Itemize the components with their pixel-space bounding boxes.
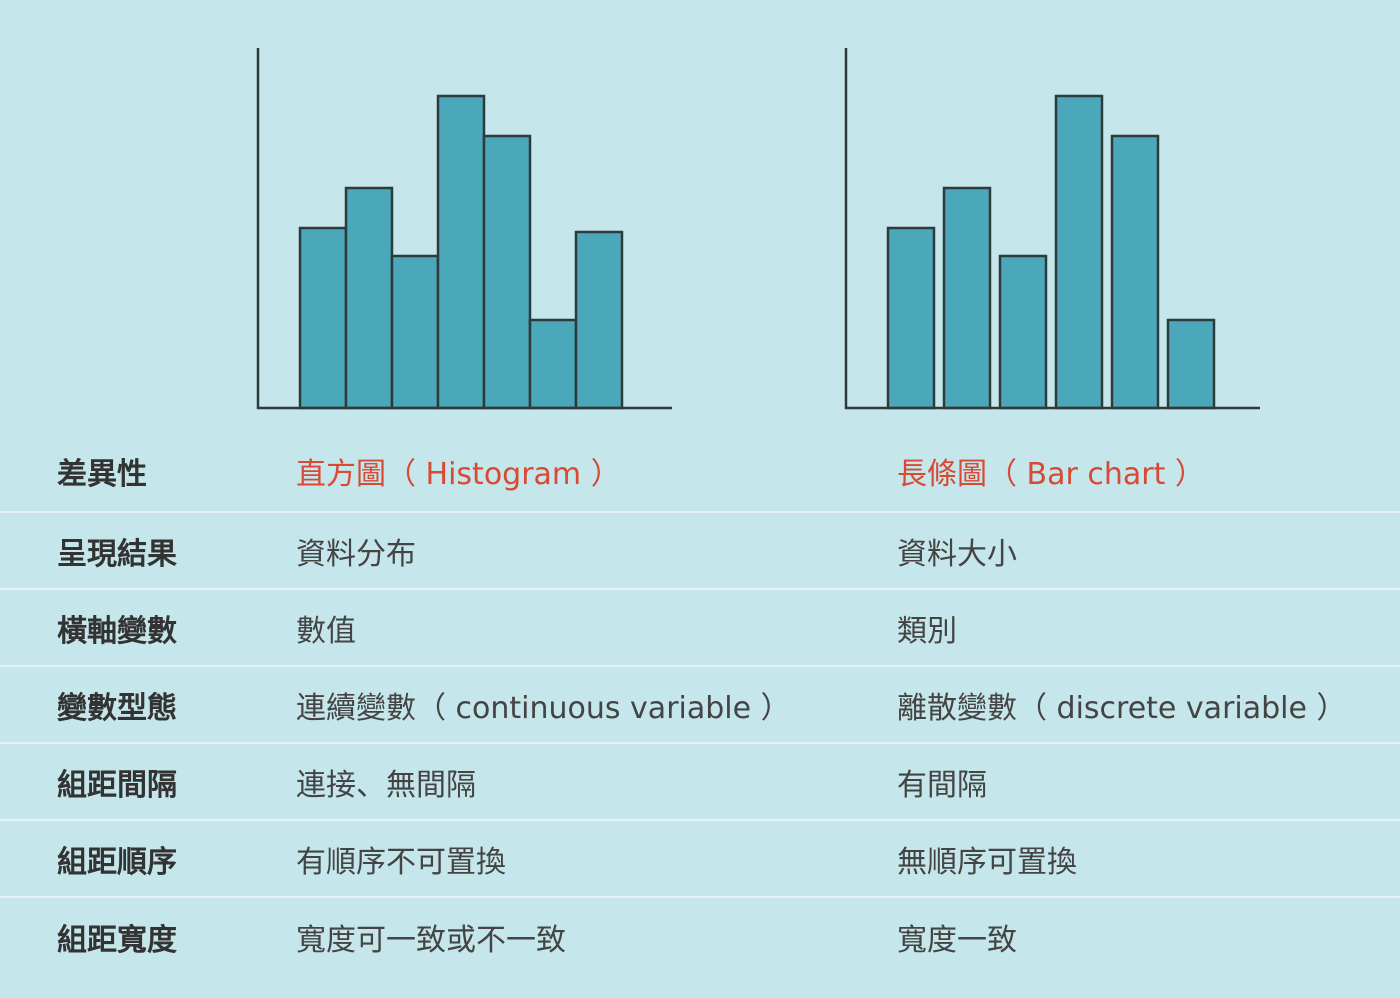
bar-chart-cell: 有間隔 xyxy=(897,767,987,803)
bar xyxy=(942,186,992,410)
histogram-cell: 連續變數（ continuous variable ） xyxy=(296,690,791,726)
bar-chart xyxy=(838,30,1278,420)
histogram-cell: 有順序不可置換 xyxy=(296,844,506,880)
row-label: 組距間隔 xyxy=(57,767,177,803)
histogram-cell: 寬度可一致或不一致 xyxy=(296,922,566,958)
histogram-svg xyxy=(256,48,672,410)
bar xyxy=(344,186,394,410)
bar xyxy=(298,226,348,410)
table-header-row: 差異性 直方圖（ Histogram ） 長條圖（ Bar chart ） xyxy=(0,430,1400,513)
row-label: 組距順序 xyxy=(57,844,177,880)
row-label: 組距寬度 xyxy=(57,922,177,958)
header-bar-chart: 長條圖（ Bar chart ） xyxy=(897,456,1205,492)
bar xyxy=(528,318,578,410)
histogram-cell: 數值 xyxy=(296,613,356,649)
table-row: 組距寬度 寬度可一致或不一致 寬度一致 xyxy=(0,898,1400,975)
bar xyxy=(998,254,1048,410)
bar xyxy=(482,134,532,410)
bar-chart-cell: 資料大小 xyxy=(897,536,1017,572)
bar-chart-cell: 類別 xyxy=(897,613,957,649)
histogram-cell: 資料分布 xyxy=(296,536,416,572)
bar xyxy=(390,254,440,410)
bar xyxy=(574,230,624,410)
table-row: 呈現結果 資料分布 資料大小 xyxy=(0,513,1400,590)
header-label: 差異性 xyxy=(57,456,147,492)
table-row: 組距順序 有順序不可置換 無順序可置換 xyxy=(0,821,1400,898)
bar xyxy=(1054,94,1104,410)
histogram-cell: 連接、無間隔 xyxy=(296,767,476,803)
axis-line xyxy=(256,48,672,410)
bar xyxy=(436,94,486,410)
bar-chart-cell: 寬度一致 xyxy=(897,922,1017,958)
row-label: 變數型態 xyxy=(57,690,177,726)
axis-line xyxy=(844,48,1260,410)
bar-chart-cell: 無順序可置換 xyxy=(897,844,1077,880)
row-label: 呈現結果 xyxy=(57,536,177,572)
histogram-chart xyxy=(250,30,690,420)
header-histogram: 直方圖（ Histogram ） xyxy=(296,456,621,492)
bar-chart-cell: 離散變數（ discrete variable ） xyxy=(897,690,1347,726)
bar xyxy=(1166,318,1216,410)
comparison-table: 差異性 直方圖（ Histogram ） 長條圖（ Bar chart ） 呈現… xyxy=(0,430,1400,975)
bar-chart-svg xyxy=(844,48,1260,410)
table-row: 橫軸變數 數值 類別 xyxy=(0,590,1400,667)
table-row: 組距間隔 連接、無間隔 有間隔 xyxy=(0,744,1400,821)
table-row: 變數型態 連續變數（ continuous variable ） 離散變數（ d… xyxy=(0,667,1400,744)
row-label: 橫軸變數 xyxy=(57,613,177,649)
bar xyxy=(1110,134,1160,410)
bar xyxy=(886,226,936,410)
